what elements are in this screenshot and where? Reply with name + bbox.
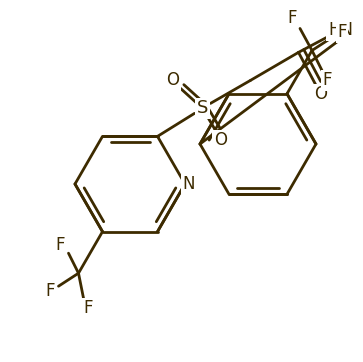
Text: O: O: [166, 71, 179, 89]
Text: F: F: [337, 24, 347, 42]
Text: S: S: [197, 99, 208, 117]
Text: HN: HN: [328, 21, 353, 39]
Text: F: F: [46, 282, 55, 300]
Text: F: F: [84, 299, 93, 317]
Text: O: O: [314, 85, 327, 104]
Text: F: F: [322, 71, 332, 89]
Text: O: O: [214, 131, 227, 150]
Text: N: N: [183, 175, 195, 193]
Text: F: F: [287, 9, 297, 28]
Text: F: F: [56, 236, 65, 254]
